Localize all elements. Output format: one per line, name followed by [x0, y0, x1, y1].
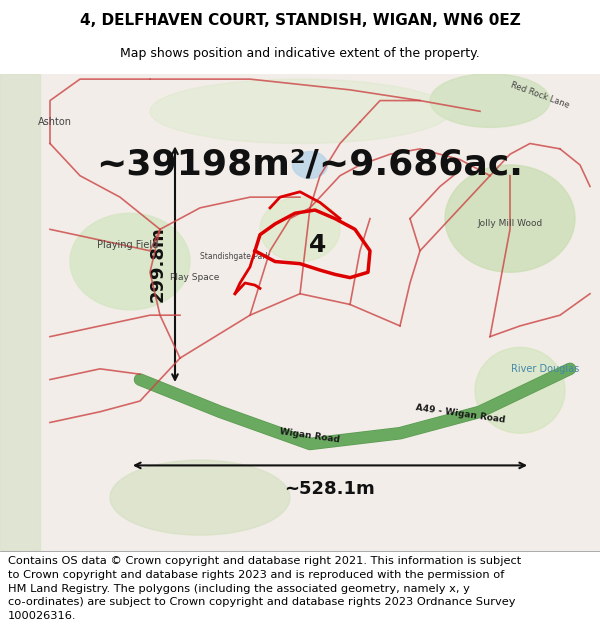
Text: Map shows position and indicative extent of the property.: Map shows position and indicative extent… — [120, 47, 480, 59]
Ellipse shape — [260, 197, 340, 261]
Text: Red Rock Lane: Red Rock Lane — [509, 81, 571, 110]
Ellipse shape — [430, 74, 550, 128]
Text: Ashton: Ashton — [38, 117, 72, 127]
Text: co-ordinates) are subject to Crown copyright and database rights 2023 Ordnance S: co-ordinates) are subject to Crown copyr… — [8, 598, 515, 608]
Text: Playing Field: Playing Field — [97, 241, 158, 251]
Ellipse shape — [475, 348, 565, 433]
Ellipse shape — [70, 213, 190, 310]
Text: Jolly Mill Wood: Jolly Mill Wood — [478, 219, 542, 229]
Text: 4, DELFHAVEN COURT, STANDISH, WIGAN, WN6 0EZ: 4, DELFHAVEN COURT, STANDISH, WIGAN, WN6… — [80, 13, 520, 28]
Ellipse shape — [110, 460, 290, 535]
Text: Contains OS data © Crown copyright and database right 2021. This information is : Contains OS data © Crown copyright and d… — [8, 556, 521, 566]
Ellipse shape — [293, 151, 328, 178]
Text: ~528.1m: ~528.1m — [284, 481, 376, 498]
Text: 4: 4 — [310, 233, 326, 258]
Text: 100026316.: 100026316. — [8, 611, 76, 621]
Text: Wigan Road: Wigan Road — [280, 427, 341, 444]
Text: Play Space: Play Space — [170, 273, 220, 282]
Ellipse shape — [150, 79, 450, 144]
Text: River Douglas: River Douglas — [511, 364, 579, 374]
Text: to Crown copyright and database rights 2023 and is reproduced with the permissio: to Crown copyright and database rights 2… — [8, 570, 504, 580]
Text: HM Land Registry. The polygons (including the associated geometry, namely x, y: HM Land Registry. The polygons (includin… — [8, 584, 470, 594]
Bar — [0, 74, 40, 551]
Text: Standishgate Park: Standishgate Park — [200, 252, 270, 261]
Text: 299.8m: 299.8m — [149, 226, 167, 302]
Text: ~39198m²/~9.686ac.: ~39198m²/~9.686ac. — [97, 148, 523, 182]
Ellipse shape — [445, 165, 575, 272]
Text: A49 - Wigan Road: A49 - Wigan Road — [415, 403, 505, 424]
